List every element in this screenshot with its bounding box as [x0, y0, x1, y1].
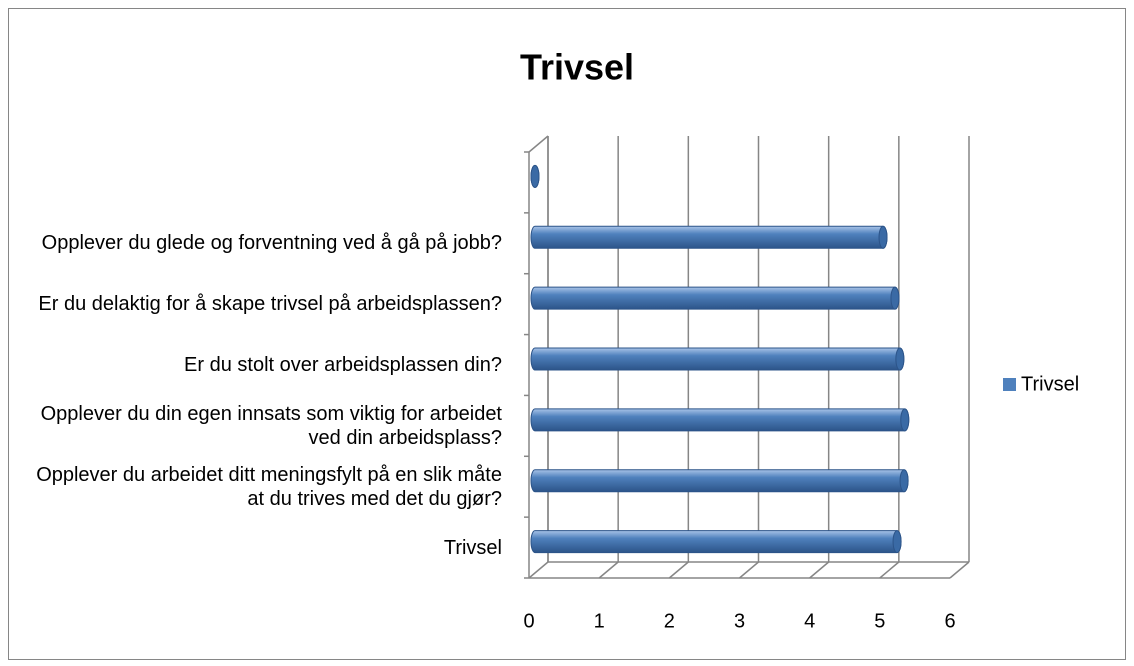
x-tick-label: 1: [594, 610, 605, 632]
x-tick-label: 4: [804, 610, 815, 632]
x-tick-label: 3: [734, 610, 745, 632]
y-tick-label: Trivsel: [443, 536, 502, 559]
x-tick-label: 0: [523, 610, 534, 632]
y-tick-label: Opplever du glede og forventning ved å g…: [41, 232, 502, 255]
bar: [530, 530, 902, 554]
legend-swatch: [1003, 378, 1016, 391]
floor-tick: [879, 561, 900, 579]
bar: [530, 347, 905, 371]
floor-tick: [949, 561, 970, 579]
y-tick-label: Opplever du arbeidet ditt meningsfylt på…: [36, 463, 502, 510]
floor-tick: [598, 561, 619, 579]
bar: [530, 469, 909, 493]
bar: [530, 164, 540, 188]
side-wall-top: [528, 135, 549, 153]
bar: [530, 286, 900, 310]
legend-label: Trivsel: [1021, 373, 1079, 395]
floor-tick: [809, 561, 830, 579]
floor-tick: [668, 561, 689, 579]
y-tick-label: Er du delaktig for å skape trivsel på ar…: [38, 293, 502, 316]
chart-title: Trivsel: [520, 47, 634, 88]
y-tick-label: Opplever du din egen innsats som viktig …: [40, 402, 502, 449]
bar: [530, 225, 888, 249]
y-tick-label: Er du stolt over arbeidsplassen din?: [184, 354, 502, 376]
bar: [530, 408, 910, 432]
floor-tick: [528, 561, 549, 579]
x-tick-label: 2: [664, 610, 675, 632]
x-tick-label: 5: [874, 610, 885, 632]
floor-tick: [739, 561, 759, 579]
x-tick-label: 6: [944, 610, 955, 632]
